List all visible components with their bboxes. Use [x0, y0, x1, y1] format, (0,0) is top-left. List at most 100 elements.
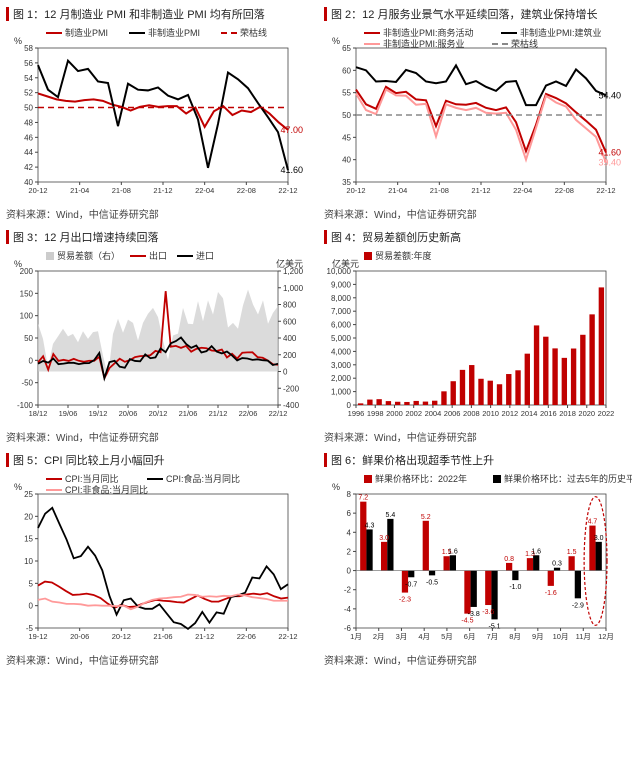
svg-text:21/12: 21/12: [209, 409, 228, 418]
chart-title-row: 图 1：12 月制造业 PMI 和非制造业 PMI 均有所回落: [6, 6, 316, 22]
svg-text:1998: 1998: [367, 409, 384, 418]
svg-text:1.6: 1.6: [531, 548, 541, 555]
svg-text:0: 0: [29, 602, 34, 611]
chart-title-row: 图 6：鲜果价格出现超季节性上升: [324, 452, 634, 468]
svg-text:-1.6: -1.6: [545, 590, 557, 597]
svg-text:21-12: 21-12: [471, 186, 490, 195]
svg-text:21-08: 21-08: [430, 186, 449, 195]
svg-text:39.40: 39.40: [599, 157, 622, 167]
svg-text:10: 10: [24, 557, 33, 566]
svg-text:21-08: 21-08: [112, 186, 131, 195]
svg-text:2004: 2004: [425, 409, 442, 418]
chart-panel: 图 1：12 月制造业 PMI 和非制造业 PMI 均有所回落制造业PMI非制造…: [6, 6, 316, 221]
svg-text:非制造业PMI:服务业: 非制造业PMI:服务业: [383, 38, 465, 49]
svg-text:%: %: [14, 482, 22, 492]
svg-text:2000: 2000: [386, 409, 403, 418]
svg-text:45: 45: [342, 133, 351, 142]
svg-text:2,000: 2,000: [331, 374, 352, 383]
svg-text:0.8: 0.8: [504, 556, 514, 563]
svg-text:2002: 2002: [405, 409, 422, 418]
title-accent-bar: [6, 7, 9, 21]
svg-text:21-04: 21-04: [70, 186, 89, 195]
svg-text:-50: -50: [21, 379, 33, 388]
svg-text:21/06: 21/06: [179, 409, 198, 418]
svg-text:-3.8: -3.8: [468, 611, 480, 618]
svg-text:400: 400: [283, 334, 297, 343]
svg-text:47.00: 47.00: [281, 125, 304, 135]
chart-title-row: 图 2：12 月服务业景气水平延续回落，建筑业保持增长: [324, 6, 634, 22]
svg-text:9,000: 9,000: [331, 280, 352, 289]
chart-canvas: 非制造业PMI:商务活动非制造业PMI:建筑业非制造业PMI:服务业荣枯线354…: [324, 24, 634, 204]
svg-text:1,000: 1,000: [331, 388, 352, 397]
svg-text:50: 50: [24, 104, 33, 113]
svg-text:-0.5: -0.5: [426, 579, 438, 586]
chart-source: 资料来源：Wind，中信证券研究部: [324, 206, 634, 221]
svg-text:19-12: 19-12: [28, 632, 47, 641]
chart-panel: 图 2：12 月服务业景气水平延续回落，建筑业保持增长非制造业PMI:商务活动非…: [324, 6, 634, 221]
chart-title-row: 图 4：贸易差额创历史新高: [324, 229, 634, 245]
chart-panel: 图 4：贸易差额创历史新高贸易差额:年度01,0002,0003,0004,00…: [324, 229, 634, 444]
svg-text:22/12: 22/12: [269, 409, 288, 418]
svg-text:-5.1: -5.1: [489, 623, 501, 630]
svg-text:5,000: 5,000: [331, 334, 352, 343]
svg-text:-2.9: -2.9: [572, 602, 584, 609]
svg-text:21-06: 21-06: [153, 632, 172, 641]
svg-text:4月: 4月: [418, 632, 430, 641]
chart-source: 资料来源：Wind，中信证券研究部: [324, 652, 634, 667]
svg-text:40: 40: [342, 156, 351, 165]
svg-text:20: 20: [24, 512, 33, 521]
svg-text:65: 65: [342, 44, 351, 53]
svg-text:2010: 2010: [482, 409, 499, 418]
svg-text:1月: 1月: [350, 632, 362, 641]
svg-text:56: 56: [24, 59, 33, 68]
chart-panel: 图 6：鲜果价格出现超季节性上升鲜果价格环比：2022年鲜果价格环比：过去5年的…: [324, 452, 634, 667]
chart-source: 资料来源：Wind，中信证券研究部: [6, 206, 316, 221]
svg-text:%: %: [14, 259, 22, 269]
svg-text:54: 54: [24, 74, 33, 83]
svg-text:%: %: [332, 36, 340, 46]
svg-text:2008: 2008: [463, 409, 480, 418]
svg-text:22-04: 22-04: [513, 186, 532, 195]
svg-text:19/06: 19/06: [59, 409, 78, 418]
svg-text:3.0: 3.0: [594, 535, 604, 542]
svg-text:荣枯线: 荣枯线: [511, 38, 538, 49]
svg-text:3,000: 3,000: [331, 361, 352, 370]
svg-text:2012: 2012: [502, 409, 519, 418]
svg-text:22-12: 22-12: [278, 186, 297, 195]
svg-text:5.2: 5.2: [421, 514, 431, 521]
svg-text:贸易差额:年度: 贸易差额:年度: [375, 250, 432, 261]
svg-text:12月: 12月: [598, 632, 614, 641]
svg-text:-2.3: -2.3: [399, 597, 411, 604]
chart-title: 图 4：贸易差额创历史新高: [331, 229, 461, 245]
svg-text:22-12: 22-12: [596, 186, 615, 195]
svg-text:44: 44: [24, 148, 33, 157]
title-accent-bar: [6, 453, 9, 467]
svg-text:200: 200: [283, 351, 297, 360]
svg-text:54.40: 54.40: [599, 90, 622, 100]
svg-text:2022: 2022: [598, 409, 615, 418]
svg-text:亿美元: 亿美元: [332, 258, 359, 269]
svg-text:50: 50: [24, 334, 33, 343]
chart-source: 资料来源：Wind，中信证券研究部: [324, 429, 634, 444]
svg-text:-200: -200: [283, 384, 300, 393]
svg-text:1996: 1996: [348, 409, 365, 418]
title-accent-bar: [324, 453, 327, 467]
svg-text:11月: 11月: [576, 632, 591, 641]
svg-text:进口: 进口: [196, 251, 214, 261]
chart-canvas: 贸易差额（右）出口进口-100-50050100150200%-400-2000…: [6, 247, 316, 427]
svg-text:2016: 2016: [540, 409, 557, 418]
chart-canvas: 制造业PMI非制造业PMI荣枯线40424446485052545658%20-…: [6, 24, 316, 204]
chart-panel: 图 3：12 月出口增速持续回落贸易差额（右）出口进口-100-50050100…: [6, 229, 316, 444]
svg-text:20-12: 20-12: [346, 186, 365, 195]
chart-source: 资料来源：Wind，中信证券研究部: [6, 652, 316, 667]
svg-text:8月: 8月: [509, 632, 521, 641]
svg-text:60: 60: [342, 66, 351, 75]
svg-text:鲜果价格环比：过去5年的历史平均值: 鲜果价格环比：过去5年的历史平均值: [504, 473, 632, 484]
svg-text:1,000: 1,000: [283, 284, 304, 293]
svg-text:22-12: 22-12: [278, 632, 297, 641]
svg-text:20-12: 20-12: [112, 632, 131, 641]
svg-text:5: 5: [29, 579, 34, 588]
svg-text:CPI:食品:当月同比: CPI:食品:当月同比: [166, 473, 240, 484]
svg-text:-4: -4: [344, 605, 352, 614]
chart-source: 资料来源：Wind，中信证券研究部: [6, 429, 316, 444]
